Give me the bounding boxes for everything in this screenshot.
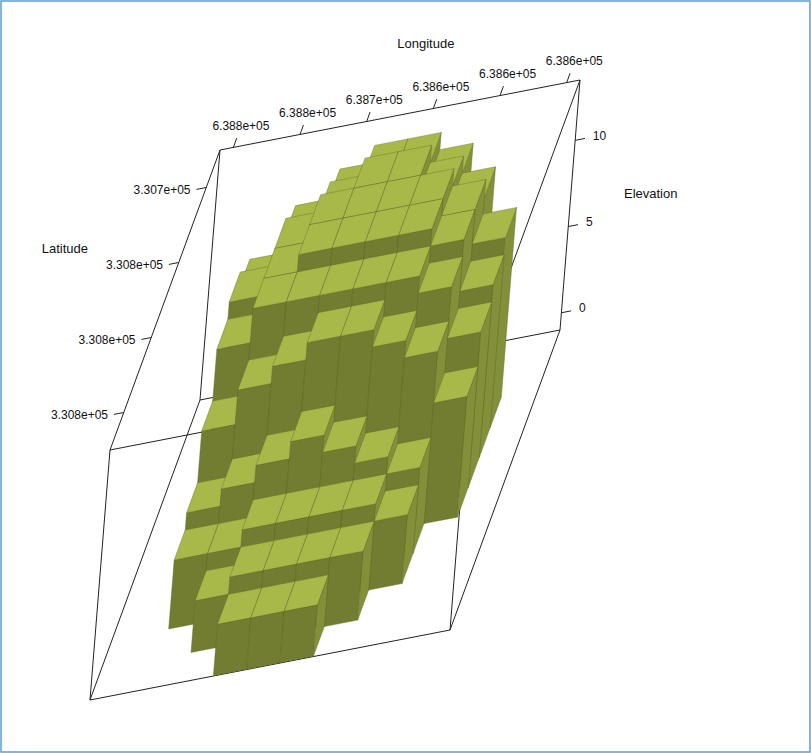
tick (300, 125, 303, 134)
column-top (431, 209, 475, 245)
column-top (447, 302, 491, 338)
column-top (442, 179, 486, 215)
column-side (324, 551, 363, 626)
column-side (247, 611, 284, 669)
tick-label: 6.386e+05 (546, 54, 603, 68)
tick (561, 311, 571, 313)
column-top (373, 310, 417, 346)
tick-label: 3.308e+05 (78, 333, 135, 347)
tick (196, 188, 206, 190)
tick-label: 3.308e+05 (51, 408, 108, 422)
surface-column (280, 575, 328, 663)
column-top (410, 169, 454, 205)
tick (500, 86, 503, 95)
tick-label: 0 (579, 301, 586, 315)
column-top (374, 485, 418, 521)
column-top (434, 366, 478, 402)
tick (575, 138, 585, 140)
axes: 6.386e+05 6.386e+05 6.386e+05 6.387e+05 6.38… (42, 36, 678, 422)
tick (114, 413, 124, 415)
tick (233, 138, 236, 147)
tick-label: 10 (593, 129, 607, 143)
column-top (284, 575, 328, 611)
surface-column (369, 485, 419, 590)
column-top (472, 207, 516, 243)
tick-label: 3.307e+05 (133, 183, 190, 197)
tick-label: 6.386e+05 (479, 67, 536, 81)
axis-title: Latitude (42, 241, 88, 256)
tick-label: 6.388e+05 (212, 119, 269, 133)
column-side (213, 618, 250, 676)
column-side (280, 605, 317, 663)
column-top (460, 255, 504, 291)
box-edge (560, 80, 580, 330)
tick-label: 6.386e+05 (412, 80, 469, 94)
tick (567, 73, 570, 82)
column-top (404, 321, 448, 357)
tick-label: 6.387e+05 (346, 93, 403, 107)
column-top (291, 405, 335, 441)
column-top (342, 474, 386, 510)
column-top (341, 300, 385, 336)
surface-column (324, 521, 374, 626)
tick (169, 263, 179, 265)
column-top (330, 521, 374, 557)
column-top (323, 416, 367, 452)
column-side (369, 515, 408, 590)
column-top (355, 427, 399, 463)
chart: 6.386e+05 6.386e+05 6.386e+05 6.387e+05 6.38… (0, 0, 811, 753)
box-edge (110, 150, 220, 450)
box (90, 80, 580, 700)
box-edge (220, 80, 580, 150)
axis-title: Elevation (624, 186, 677, 201)
tick (367, 112, 370, 121)
surface-column (424, 366, 478, 523)
tick-label: 3.308e+05 (106, 258, 163, 272)
surface (169, 132, 517, 676)
tick (141, 338, 151, 340)
column-top (399, 199, 443, 235)
box-edge (90, 450, 110, 700)
column-top (418, 257, 462, 293)
tick (433, 99, 436, 108)
tick-label: 5 (586, 215, 593, 229)
column-top (387, 437, 431, 473)
frame (1, 1, 810, 752)
column-top (386, 246, 430, 282)
axis-title: Longitude (397, 36, 454, 51)
tick (568, 225, 578, 227)
tick-label: 6.388e+05 (279, 106, 336, 120)
